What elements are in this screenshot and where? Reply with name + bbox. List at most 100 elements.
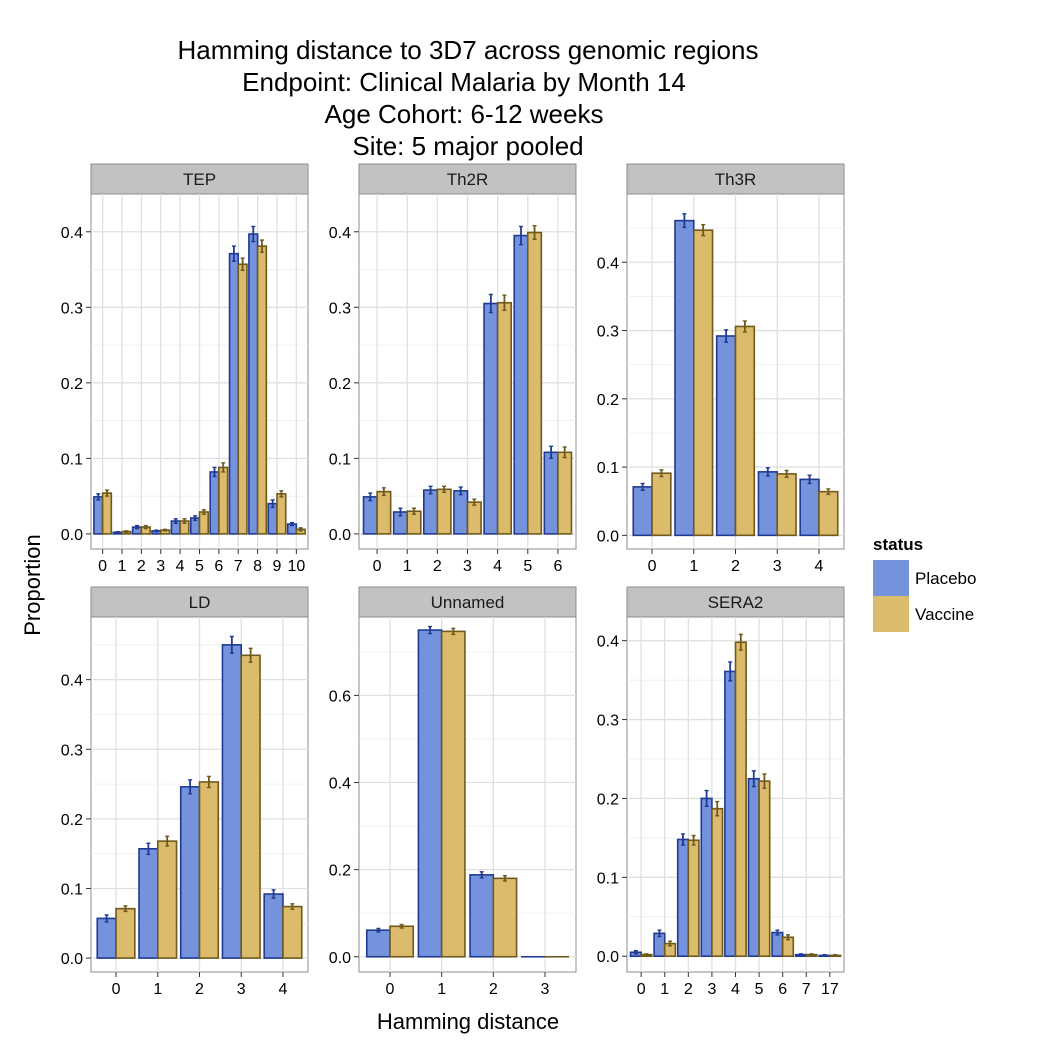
bar-ld-vaccine: [198, 781, 220, 959]
legend: status Placebo Vaccine: [873, 535, 976, 632]
bar-th3r-vaccine: [818, 490, 839, 537]
y-tick-label: 0.4: [61, 225, 83, 242]
y-tick-label: 0.2: [597, 791, 619, 808]
x-tick-label: 3: [463, 558, 472, 575]
bar-sera2-vaccine: [758, 780, 771, 958]
panel-background-unnamed: [358, 616, 577, 973]
bar-th3r-placebo: [715, 335, 737, 537]
bar-ld-placebo: [138, 847, 159, 959]
chart-title: Hamming distance to 3D7 across genomic r…: [178, 35, 759, 161]
bar-sera2-placebo: [724, 670, 737, 958]
strip-th2r: [358, 163, 577, 195]
legend-key-vaccine: [873, 596, 909, 632]
x-tick-label: 4: [176, 558, 185, 575]
x-tick-label: 8: [253, 558, 262, 575]
y-tick-label: 0.4: [597, 634, 619, 651]
x-tick-label: 5: [523, 558, 532, 575]
bar-ld-vaccine: [240, 654, 261, 959]
title-line-3: Age Cohort: 6-12 weeks: [325, 99, 604, 129]
x-tick-label: 1: [153, 981, 162, 998]
panel-sera2: SERA2 0.0 0.1 0.2 0.3 0.4 0 1 2 3 4 5 6 7 17: [597, 586, 845, 998]
x-tick-label: 1: [660, 981, 669, 998]
bar-th3r-vaccine: [651, 472, 672, 537]
y-axis-title: Proportion: [20, 534, 45, 636]
x-tick-label: 4: [731, 981, 740, 998]
bar-th3r-vaccine: [734, 325, 756, 537]
y-tick-label: 0.4: [61, 673, 83, 690]
x-tick-label: 2: [489, 981, 498, 998]
strip-th3r: [626, 163, 845, 195]
x-tick-label: 6: [214, 558, 223, 575]
x-tick-label: 7: [802, 981, 811, 998]
bar-ld-placebo: [221, 644, 243, 959]
panel-th2r: Th2R 0.0 0.1 0.2 0.3 0.4 0 1 2 3 4 5 6: [329, 163, 577, 575]
strip-unnamed: [358, 586, 577, 618]
x-tick-label: 0: [637, 981, 646, 998]
bar-ld-vaccine: [282, 905, 303, 959]
strip-label-ld: LD: [189, 593, 211, 612]
bar-sera2-placebo: [676, 838, 690, 958]
bar-th2r-placebo: [543, 451, 559, 535]
bar-th2r-vaccine: [557, 451, 573, 535]
x-tick-label: 5: [755, 981, 764, 998]
bar-sera2-vaccine: [711, 807, 724, 958]
y-tick-label: 0.4: [597, 255, 619, 272]
x-tick-label: 2: [684, 981, 693, 998]
strip-label-unnamed: Unnamed: [431, 593, 505, 612]
panel-th3r: Th3R 0.0 0.1 0.2 0.3 0.4 0 1 2 3 4: [597, 163, 845, 575]
x-tick-label: 3: [541, 981, 550, 998]
bar-th2r-placebo: [422, 489, 439, 535]
x-tick-label: 0: [112, 981, 121, 998]
y-tick-label: 0.1: [597, 870, 619, 887]
y-tick-label: 0.1: [61, 451, 83, 468]
y-tick-label: 0.4: [329, 776, 351, 793]
panel-unnamed: Unnamed 0.0 0.2 0.4 0.6 0 1 2 3: [329, 586, 577, 998]
x-tick-label: 2: [731, 558, 740, 575]
bar-tep-vaccine: [101, 492, 113, 535]
x-tick-label: 6: [778, 981, 787, 998]
bar-unnamed-vaccine: [492, 877, 518, 958]
bar-th2r-placebo: [362, 496, 378, 535]
legend-label-vaccine: Vaccine: [915, 605, 974, 624]
bar-unnamed-placebo: [469, 874, 495, 958]
bar-tep-vaccine: [198, 511, 210, 535]
x-tick-label: 2: [137, 558, 146, 575]
bar-sera2-placebo: [700, 797, 713, 958]
y-tick-label: 0.1: [61, 881, 83, 898]
bar-sera2-placebo: [771, 931, 784, 958]
x-tick-label: 4: [493, 558, 502, 575]
title-line-1: Hamming distance to 3D7 across genomic r…: [178, 35, 759, 65]
x-tick-label: 4: [279, 981, 288, 998]
title-line-2: Endpoint: Clinical Malaria by Month 14: [242, 67, 686, 97]
x-tick-label: 3: [707, 981, 716, 998]
y-tick-label: 0.0: [329, 950, 351, 967]
bar-th2r-vaccine: [436, 488, 452, 535]
y-tick-label: 0.4: [329, 225, 351, 242]
strip-sera2: [626, 586, 845, 618]
y-tick-label: 0.3: [61, 300, 83, 317]
y-tick-label: 0.1: [329, 451, 351, 468]
x-tick-label: 5: [195, 558, 204, 575]
bar-tep-vaccine: [237, 263, 248, 535]
strip-label-th3r: Th3R: [715, 170, 757, 189]
x-tick-label: 9: [273, 558, 282, 575]
y-tick-label: 0.0: [61, 527, 83, 544]
bar-th3r-vaccine: [776, 473, 797, 537]
bar-th2r-vaccine: [376, 490, 392, 535]
x-tick-label: 3: [237, 981, 246, 998]
bar-tep-placebo: [248, 233, 259, 535]
bar-tep-vaccine: [276, 493, 287, 535]
bar-tep-placebo: [228, 252, 240, 535]
bar-tep-vaccine: [256, 245, 268, 535]
x-tick-label: 4: [815, 558, 824, 575]
strip-label-tep: TEP: [183, 170, 216, 189]
bar-ld-placebo: [179, 786, 201, 959]
bar-th3r-placebo: [632, 486, 653, 537]
bar-th2r-vaccine: [526, 231, 543, 535]
bar-sera2-placebo: [747, 777, 760, 958]
x-tick-label: 0: [373, 558, 382, 575]
bar-th2r-placebo: [483, 302, 499, 535]
bar-tep-placebo: [209, 471, 220, 535]
